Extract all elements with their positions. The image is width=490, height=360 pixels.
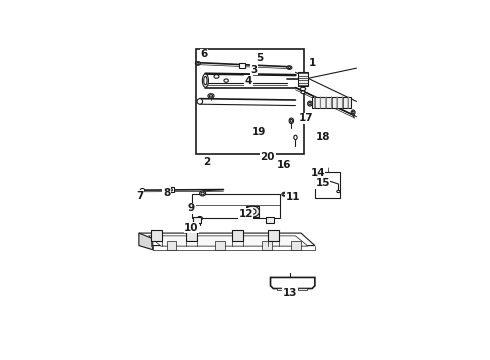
Bar — [192, 194, 280, 218]
Bar — [215, 242, 225, 250]
Ellipse shape — [196, 63, 199, 64]
Ellipse shape — [196, 62, 200, 65]
Bar — [312, 97, 351, 108]
Ellipse shape — [208, 94, 214, 98]
Ellipse shape — [308, 101, 312, 106]
Ellipse shape — [337, 190, 340, 193]
Bar — [239, 63, 245, 68]
Ellipse shape — [201, 192, 204, 195]
Bar — [277, 288, 286, 291]
Bar — [151, 230, 162, 242]
Polygon shape — [148, 236, 308, 246]
Ellipse shape — [351, 110, 355, 115]
Ellipse shape — [140, 188, 145, 192]
Ellipse shape — [202, 74, 208, 87]
Bar — [267, 217, 274, 223]
Bar — [245, 206, 259, 217]
Ellipse shape — [321, 177, 324, 181]
Text: 12: 12 — [238, 209, 253, 219]
Polygon shape — [139, 233, 153, 250]
Text: 8: 8 — [163, 188, 170, 198]
Ellipse shape — [287, 66, 292, 69]
Text: 5: 5 — [256, 53, 263, 63]
Bar — [298, 288, 307, 291]
Text: 20: 20 — [261, 152, 275, 162]
Text: 9: 9 — [188, 203, 195, 213]
Ellipse shape — [197, 216, 202, 220]
Bar — [186, 230, 197, 242]
Ellipse shape — [197, 99, 203, 104]
Text: 14: 14 — [310, 168, 325, 179]
Text: 19: 19 — [252, 127, 267, 137]
Ellipse shape — [294, 135, 297, 140]
Polygon shape — [270, 278, 315, 288]
Text: 16: 16 — [277, 160, 292, 170]
Ellipse shape — [209, 95, 213, 97]
Text: 3: 3 — [250, 64, 258, 75]
Ellipse shape — [169, 188, 172, 191]
Text: 6: 6 — [200, 49, 208, 59]
Text: 7: 7 — [137, 191, 144, 201]
Bar — [298, 72, 308, 86]
Text: 13: 13 — [283, 288, 297, 298]
Ellipse shape — [288, 67, 291, 68]
Text: 18: 18 — [316, 132, 330, 143]
Ellipse shape — [224, 79, 228, 82]
Ellipse shape — [352, 111, 354, 114]
Ellipse shape — [245, 206, 259, 217]
Bar — [268, 230, 279, 242]
Text: 15: 15 — [316, 178, 330, 188]
Text: 2: 2 — [203, 157, 210, 167]
Ellipse shape — [283, 193, 286, 195]
Bar — [232, 230, 243, 242]
Bar — [292, 242, 301, 250]
Text: 1: 1 — [309, 58, 316, 68]
Ellipse shape — [282, 192, 287, 196]
Bar — [262, 242, 272, 250]
Polygon shape — [139, 233, 315, 246]
Ellipse shape — [289, 118, 294, 123]
Text: 10: 10 — [184, 222, 199, 233]
Ellipse shape — [309, 102, 311, 105]
Bar — [193, 217, 201, 223]
Ellipse shape — [249, 209, 256, 214]
Ellipse shape — [320, 176, 325, 183]
Ellipse shape — [301, 91, 305, 94]
Bar — [196, 49, 304, 154]
Ellipse shape — [204, 76, 207, 85]
Ellipse shape — [300, 87, 306, 91]
Text: 11: 11 — [286, 192, 300, 202]
Text: 17: 17 — [299, 113, 314, 123]
Ellipse shape — [199, 191, 206, 196]
Text: 4: 4 — [245, 76, 252, 86]
Bar — [167, 187, 174, 192]
Ellipse shape — [290, 119, 293, 122]
Ellipse shape — [331, 97, 332, 108]
Bar — [167, 242, 176, 250]
Ellipse shape — [214, 75, 219, 78]
Bar — [315, 172, 340, 198]
